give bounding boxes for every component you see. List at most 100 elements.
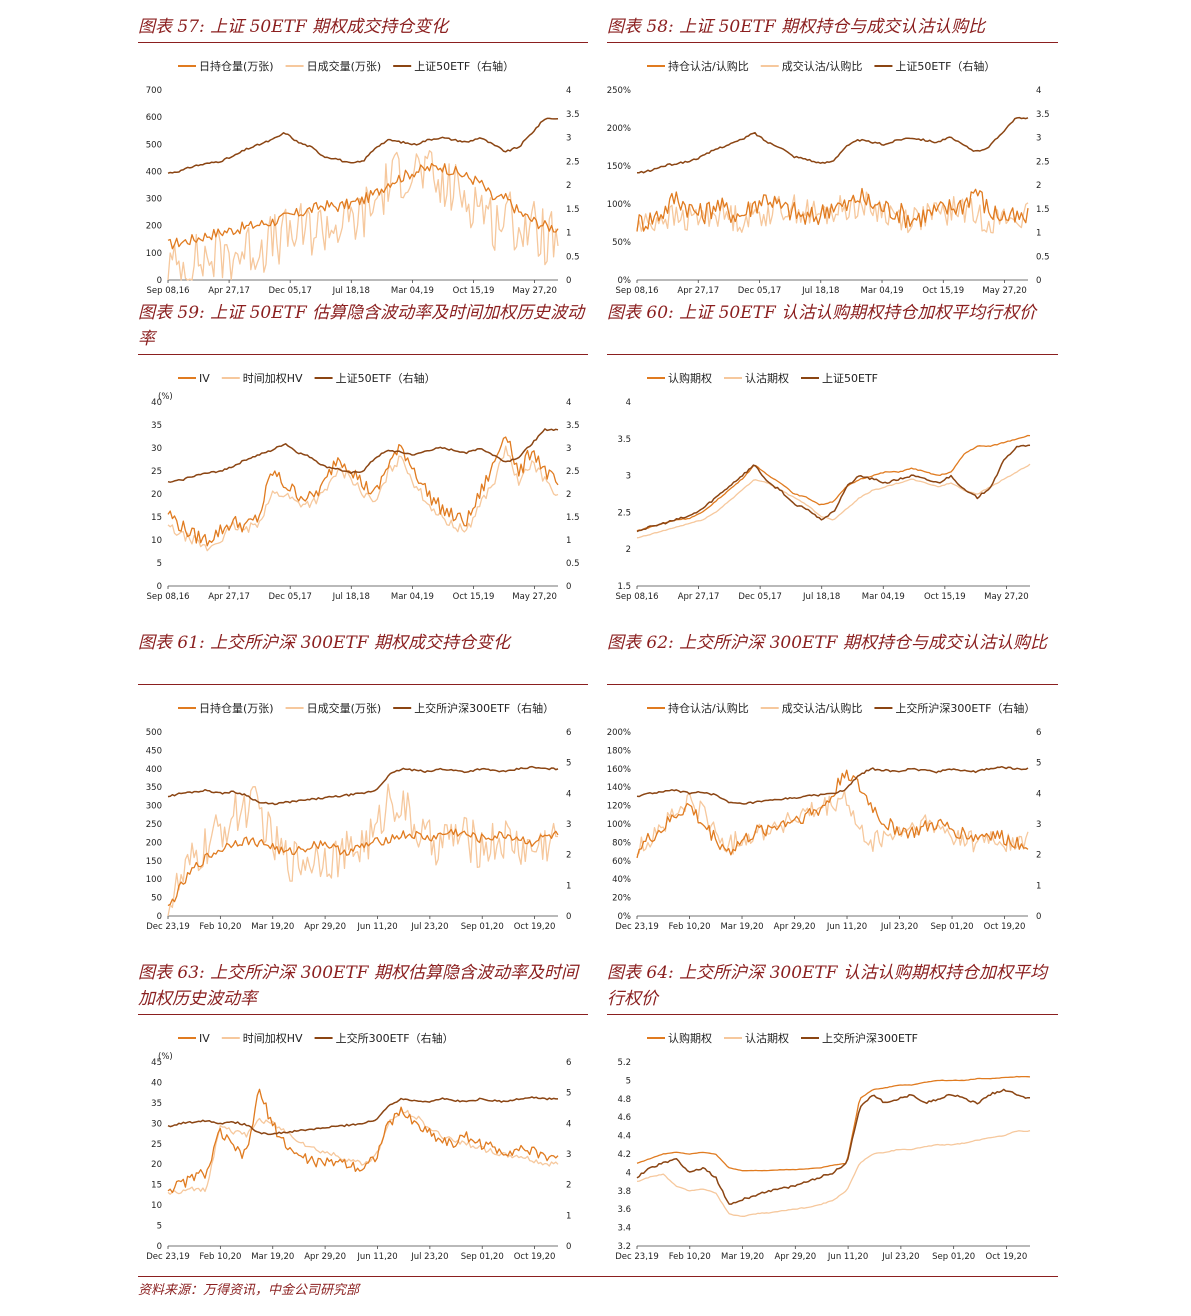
legend-label: 时间加权HV (243, 372, 303, 385)
legend-item: 上交所沪深300ETF (801, 1031, 918, 1045)
y-tick-label: 50 (151, 894, 162, 904)
chart-title: 图表 58: 上证 50ETF 期权持仓与成交认沽认购比 (607, 17, 986, 37)
x-tick-label: Sep 01,20 (461, 1252, 504, 1262)
legend: IV 时间加权HV 上证50ETF（右轴） (178, 371, 436, 385)
y-tick-label: 0 (157, 912, 162, 922)
y2-tick-label: 4 (566, 398, 571, 408)
y2-tick-label: 3 (566, 1150, 571, 1160)
x-tick-label: May 27,20 (512, 592, 557, 602)
x-tick-label: Jun 11,20 (356, 922, 397, 932)
y2-tick-label: 0 (1036, 276, 1041, 286)
y-tick-label: 45 (151, 1058, 162, 1068)
legend-item: 上证50ETF（右轴） (874, 59, 995, 73)
series-line (636, 1075, 1031, 1172)
title-rule (138, 1014, 588, 1015)
x-tick-label: Mar 19,20 (251, 922, 294, 932)
series-line (636, 116, 1029, 174)
y-tick-label: 2.5 (617, 508, 631, 518)
y-tick-label: 3.8 (617, 1187, 631, 1197)
panel-58: 图表 58: 上证 50ETF 期权持仓与成交认沽认购比 持仓认沽/认购比 成交认… (607, 14, 1058, 296)
x-tick-label: Apr 27,17 (208, 592, 250, 602)
y2-tick-label: 2 (566, 1181, 571, 1191)
x-tick-label: Dec 23,19 (615, 922, 658, 932)
x-tick-label: Feb 10,20 (199, 1252, 241, 1262)
y2-tick-label: 4 (566, 1119, 571, 1129)
legend-label: 成交认沽/认购比 (782, 701, 863, 715)
legend-label: 持仓认沽/认购比 (668, 701, 749, 715)
y2-tick-label: 2 (566, 851, 571, 861)
x-tick-label: Dec 05,17 (268, 286, 311, 296)
legend: IV 时间加权HV 上交所300ETF（右轴） (178, 1031, 454, 1045)
legend: 持仓认沽/认购比 成交认沽/认购比 上交所沪深300ETF（右轴） (647, 701, 1035, 715)
y-tick-label: 4.6 (617, 1113, 631, 1123)
y-tick-label: 450 (146, 746, 162, 756)
y-tick-label: 5 (157, 559, 162, 569)
x-tick-label: Dec 05,17 (738, 286, 781, 296)
y-unit-label: (%) (158, 392, 173, 402)
x-tick-label: Jun 11,20 (356, 1252, 397, 1262)
legend-item: 上交所沪深300ETF（右轴） (874, 701, 1035, 715)
x-tick-label: Dec 23,19 (146, 1252, 189, 1262)
y-tick-label: 40 (151, 398, 162, 408)
series-line (167, 828, 559, 907)
x-tick-label: Sep 08,16 (146, 286, 189, 296)
x-tick-label: Sep 08,16 (615, 286, 658, 296)
y-tick-label: 20 (151, 1160, 162, 1170)
panel-57: 图表 57: 上证 50ETF 期权成交持仓变化 日持仓量(万张) 日成交量(万张… (138, 14, 588, 296)
y-tick-label: 150% (607, 162, 631, 172)
x-tick-label: Mar 04,19 (862, 592, 905, 602)
y-tick-label: 60% (612, 857, 631, 867)
x-tick-label: Jul 18,18 (332, 592, 370, 602)
chart-title: 图表 62: 上交所沪深 300ETF 期权持仓与成交认沽认购比 (607, 633, 1047, 653)
y2-tick-label: 2.5 (566, 157, 580, 167)
title-rule (138, 42, 588, 43)
legend-label: 时间加权HV (243, 1032, 303, 1045)
x-tick-label: Jul 23,20 (410, 1252, 448, 1262)
y-tick-label: 250 (146, 820, 162, 830)
x-tick-label: May 27,20 (982, 286, 1027, 296)
y2-tick-label: 1 (566, 1211, 571, 1221)
y2-tick-label: 1 (566, 536, 571, 546)
x-tick-label: Apr 29,20 (774, 922, 816, 932)
y-tick-label: 4 (626, 398, 631, 408)
y2-tick-label: 6 (566, 1058, 571, 1068)
chart-title: 图表 60: 上证 50ETF 认沽认购期权持仓加权平均行权价 (607, 303, 1037, 323)
series-line (636, 444, 1031, 533)
title-rule (138, 684, 588, 685)
x-tick-label: Jul 23,20 (881, 1252, 919, 1262)
series-line (636, 434, 1031, 532)
y-tick-label: 350 (146, 783, 162, 793)
chart-title: 图表 57: 上证 50ETF 期权成交持仓变化 (138, 17, 449, 37)
series-line (636, 1129, 1031, 1217)
legend-item: 日成交量(万张) (285, 59, 382, 73)
series-line (636, 187, 1029, 232)
legend-label: 上交所沪深300ETF (822, 1031, 918, 1045)
series-line (167, 150, 559, 281)
y-tick-label: 2 (626, 545, 631, 555)
legend-item: 成交认沽/认购比 (760, 701, 863, 715)
legend-label: 认购期权 (668, 371, 712, 385)
y2-tick-label: 0.5 (566, 559, 580, 569)
y-tick-label: 250% (607, 86, 631, 96)
y2-tick-label: 6 (566, 728, 571, 738)
legend-item: 认沽期权 (724, 372, 789, 385)
x-tick-label: Mar 19,20 (721, 1252, 764, 1262)
series-line (167, 765, 559, 806)
y2-tick-label: 0 (566, 276, 571, 286)
y-tick-label: 20% (612, 894, 631, 904)
x-tick-label: Jun 11,20 (826, 922, 867, 932)
y2-tick-label: 0 (566, 912, 571, 922)
y-tick-label: 20 (151, 490, 162, 500)
legend-label: 认沽期权 (745, 372, 789, 385)
x-tick-label: Dec 05,17 (738, 592, 781, 602)
x-tick-label: Dec 23,19 (146, 922, 189, 932)
legend-label: 日成交量(万张) (307, 59, 382, 73)
series-line (167, 117, 559, 174)
legend-label: 上交所沪深300ETF（右轴） (414, 701, 554, 715)
chart-title: 图表 61: 上交所沪深 300ETF 期权成交持仓变化 (138, 633, 510, 653)
legend-item: 成交认沽/认购比 (760, 59, 862, 73)
y2-tick-label: 4 (1036, 86, 1041, 96)
y2-tick-label: 5 (566, 759, 571, 769)
x-tick-label: Apr 27,17 (677, 286, 719, 296)
y-tick-label: 25 (151, 467, 162, 477)
